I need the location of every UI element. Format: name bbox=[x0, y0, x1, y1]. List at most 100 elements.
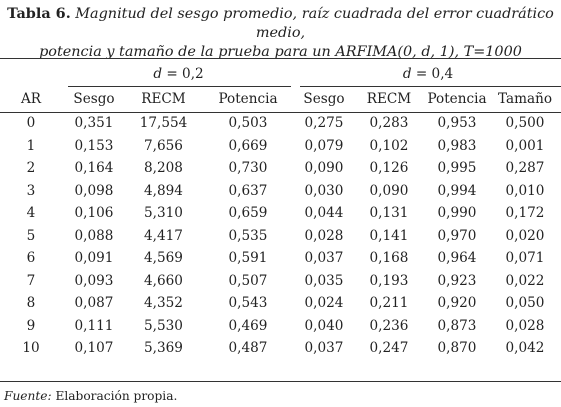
cell-recm: 17,554 bbox=[139, 115, 188, 132]
group-underline-right bbox=[300, 86, 561, 87]
group-d-symbol: d bbox=[402, 65, 412, 82]
group-d-value: = 0,4 bbox=[411, 65, 454, 82]
bottom-rule bbox=[0, 381, 561, 382]
cell-recm: 0,193 bbox=[369, 272, 409, 289]
table-row: 3 0,098 4,894 0,637 0,030 0,090 0,994 0,010 bbox=[0, 180, 561, 203]
caption-text-line1: Magnitud del sesgo promedio, raíz cuadra… bbox=[70, 6, 554, 41]
cell-sesgo: 0,351 bbox=[74, 115, 114, 132]
table-row: 10 0,107 5,369 0,487 0,037 0,247 0,870 0,042 bbox=[0, 337, 561, 360]
cell-tamano: 0,172 bbox=[505, 205, 545, 222]
cell-potencia: 0,591 bbox=[228, 250, 268, 267]
cell-recm: 4,569 bbox=[144, 250, 183, 267]
cell-ar: 6 bbox=[26, 250, 36, 267]
cell-potencia: 0,920 bbox=[437, 295, 477, 312]
cell-ar: 2 bbox=[26, 160, 36, 177]
cell-potencia: 0,953 bbox=[437, 115, 477, 132]
column-header-sesgo: Sesgo bbox=[73, 91, 115, 107]
cell-potencia: 0,503 bbox=[228, 115, 268, 132]
cell-recm: 8,208 bbox=[144, 160, 183, 177]
cell-potencia: 0,995 bbox=[437, 160, 477, 177]
cell-recm: 0,090 bbox=[369, 182, 409, 199]
table-source: Fuente: Elaboración propia. bbox=[4, 388, 177, 404]
cell-potencia: 0,637 bbox=[228, 182, 268, 199]
cell-recm: 0,141 bbox=[369, 227, 409, 244]
cell-recm: 4,660 bbox=[144, 272, 183, 289]
results-table: d = 0,2 d = 0,4 AR Sesgo RECM Potencia S… bbox=[0, 61, 561, 360]
source-label: Fuente: bbox=[4, 389, 52, 403]
cell-sesgo: 0,087 bbox=[74, 295, 114, 312]
cell-sesgo: 0,090 bbox=[304, 160, 344, 177]
cell-sesgo: 0,035 bbox=[304, 272, 344, 289]
cell-recm: 0,168 bbox=[369, 250, 409, 267]
cell-ar: 9 bbox=[26, 317, 36, 334]
cell-recm: 4,894 bbox=[144, 182, 183, 199]
column-header-potencia: Potencia bbox=[427, 91, 487, 107]
cell-recm: 0,211 bbox=[369, 295, 409, 312]
table-row: 9 0,111 5,530 0,469 0,040 0,236 0,873 0,028 bbox=[0, 315, 561, 338]
cell-tamano: 0,500 bbox=[505, 115, 545, 132]
cell-sesgo: 0,093 bbox=[74, 272, 114, 289]
table-row: 5 0,088 4,417 0,535 0,028 0,141 0,970 0,020 bbox=[0, 225, 561, 248]
group-d-symbol: d bbox=[153, 65, 163, 82]
column-header-recm: RECM bbox=[366, 91, 412, 107]
cell-potencia: 0,964 bbox=[437, 250, 477, 267]
cell-ar: 8 bbox=[26, 295, 36, 312]
cell-sesgo: 0,040 bbox=[304, 317, 344, 334]
caption-label: Tabla 6. bbox=[7, 5, 71, 22]
column-header-sesgo: Sesgo bbox=[303, 91, 345, 107]
cell-sesgo: 0,037 bbox=[304, 340, 344, 357]
cell-tamano: 0,287 bbox=[505, 160, 545, 177]
cell-sesgo: 0,028 bbox=[304, 227, 344, 244]
cell-sesgo: 0,275 bbox=[304, 115, 344, 132]
table-row: 2 0,164 8,208 0,730 0,090 0,126 0,995 0,287 bbox=[0, 157, 561, 180]
table-row: 7 0,093 4,660 0,507 0,035 0,193 0,923 0,022 bbox=[0, 270, 561, 293]
cell-potencia: 0,873 bbox=[437, 317, 477, 334]
cell-ar: 5 bbox=[26, 227, 36, 244]
table-row: 4 0,106 5,310 0,659 0,044 0,131 0,990 0,172 bbox=[0, 202, 561, 225]
source-text: Elaboración propia. bbox=[51, 389, 178, 403]
cell-potencia: 0,543 bbox=[228, 295, 268, 312]
cell-ar: 10 bbox=[22, 340, 40, 357]
cell-sesgo: 0,088 bbox=[74, 227, 114, 244]
group-d04: d = 0,4 bbox=[295, 61, 561, 86]
cell-ar: 3 bbox=[26, 182, 36, 199]
table-row: 8 0,087 4,352 0,543 0,024 0,211 0,920 0,050 bbox=[0, 292, 561, 315]
table-caption: Tabla 6. Magnitud del sesgo promedio, ra… bbox=[0, 4, 561, 62]
cell-potencia: 0,535 bbox=[228, 227, 268, 244]
cell-recm: 5,310 bbox=[144, 205, 183, 222]
cell-potencia: 0,669 bbox=[228, 137, 268, 154]
cell-potencia: 0,730 bbox=[228, 160, 268, 177]
cell-recm: 0,236 bbox=[369, 317, 409, 334]
cell-potencia: 0,659 bbox=[228, 205, 268, 222]
cell-sesgo: 0,037 bbox=[304, 250, 344, 267]
cell-sesgo: 0,098 bbox=[74, 182, 114, 199]
cell-recm: 5,530 bbox=[144, 317, 183, 334]
cell-sesgo: 0,079 bbox=[304, 137, 344, 154]
column-header-ar: AR bbox=[20, 91, 42, 107]
cell-recm: 0,126 bbox=[369, 160, 409, 177]
cell-sesgo: 0,164 bbox=[74, 160, 114, 177]
cell-ar: 0 bbox=[26, 115, 36, 132]
column-header-potencia: Potencia bbox=[218, 91, 278, 107]
cell-potencia: 0,983 bbox=[437, 137, 477, 154]
cell-sesgo: 0,091 bbox=[74, 250, 114, 267]
table-body: 0 0,351 17,554 0,503 0,275 0,283 0,953 0,500 1 0,… bbox=[0, 112, 561, 360]
cell-sesgo: 0,030 bbox=[304, 182, 344, 199]
top-rule bbox=[0, 58, 561, 59]
cell-ar: 4 bbox=[26, 205, 36, 222]
cell-sesgo: 0,111 bbox=[74, 317, 114, 334]
group-header-row: d = 0,2 d = 0,4 bbox=[0, 61, 561, 86]
cell-tamano: 0,022 bbox=[505, 272, 545, 289]
cell-recm: 0,131 bbox=[369, 205, 409, 222]
group-underline-left bbox=[68, 86, 291, 87]
cell-recm: 5,369 bbox=[144, 340, 183, 357]
cell-tamano: 0,001 bbox=[505, 137, 545, 154]
caption-text-line2: potencia y tamaño de la prueba para un A… bbox=[39, 44, 522, 60]
cell-tamano: 0,042 bbox=[505, 340, 545, 357]
cell-sesgo: 0,024 bbox=[304, 295, 344, 312]
cell-recm: 7,656 bbox=[144, 137, 183, 154]
cell-tamano: 0,071 bbox=[505, 250, 545, 267]
cell-potencia: 0,970 bbox=[437, 227, 477, 244]
cell-potencia: 0,990 bbox=[437, 205, 477, 222]
cell-ar: 7 bbox=[26, 272, 36, 289]
